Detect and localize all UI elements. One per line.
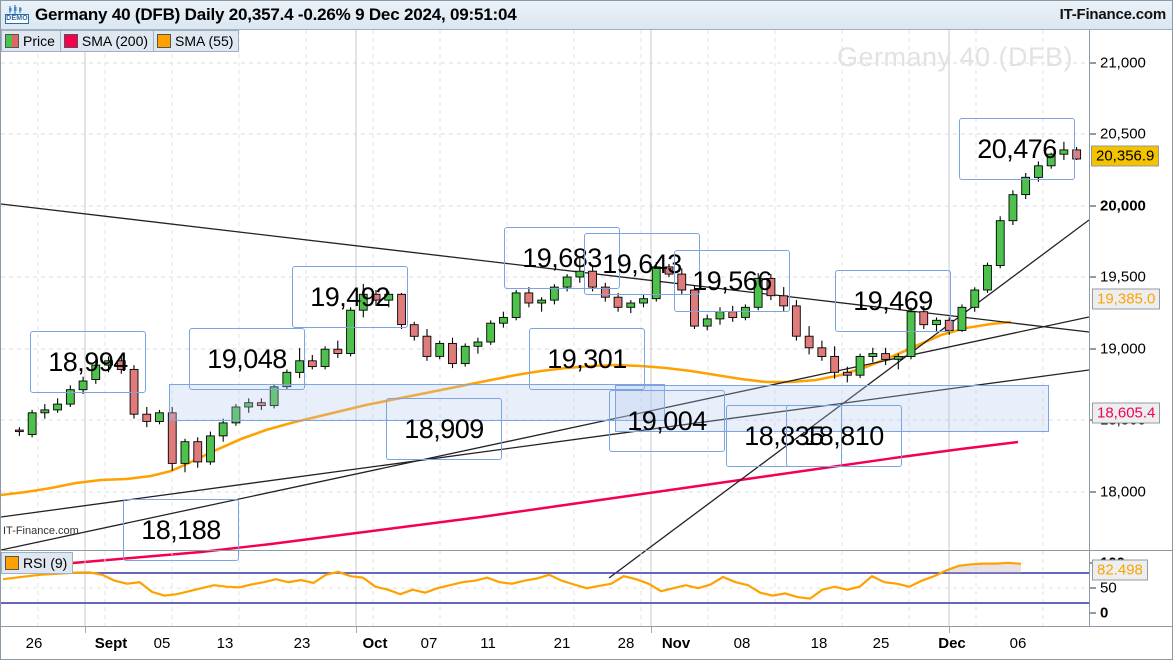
- annotation-19683[interactable]: 19,683: [504, 227, 620, 289]
- sma200-line: [1, 440, 1019, 571]
- rsi-tick-label: 0: [1100, 604, 1109, 622]
- y-tick-label: 21,000: [1100, 54, 1146, 72]
- title-bar: DEMO Germany 40 (DFB) Daily 20,357.4 -0.…: [1, 1, 1172, 30]
- annotation-18188[interactable]: 18,188: [123, 499, 239, 561]
- support-resistance-zone-2: [615, 385, 1049, 432]
- annotation-19492[interactable]: 19,492: [292, 266, 408, 328]
- price-axis[interactable]: 21,000 20,500 20,000 19,500 19,000 18,50…: [1089, 30, 1172, 626]
- y-tick-label: 19,500: [1100, 268, 1146, 286]
- annotation-18909[interactable]: 18,909: [386, 398, 502, 460]
- steep-ascending-line: [608, 219, 1089, 579]
- y-tick-label: 20,000: [1100, 197, 1146, 215]
- rsi-overbought-fill: [77, 562, 1021, 574]
- rsi-canvas: [1, 551, 1089, 626]
- chart-canvas: [1, 30, 1089, 579]
- price-chart-panel[interactable]: Germany 40 (DFB) IT-Finance.com: [1, 30, 1089, 626]
- x-tick-label: Oct: [362, 635, 388, 652]
- legend-label: SMA (55): [175, 33, 234, 49]
- annotation-19566[interactable]: 19,566: [674, 250, 790, 312]
- legend-item-sma55[interactable]: SMA (55): [153, 30, 240, 52]
- y-tick-label: 20,500: [1100, 125, 1146, 143]
- x-tick-label: 23: [293, 635, 311, 652]
- rsi-current-marker[interactable]: 82.498: [1092, 559, 1148, 581]
- x-tick-label: 28: [617, 635, 635, 652]
- sma55-marker[interactable]: 19,385.0: [1092, 288, 1161, 310]
- sma55-swatch-icon: [157, 34, 172, 48]
- x-tick-label: 06: [1009, 635, 1027, 652]
- x-tick-label: 13: [216, 635, 234, 652]
- x-tick-label: 18: [810, 635, 828, 652]
- y-tick-label: 19,000: [1100, 340, 1146, 358]
- rsi-axis: 100 50 0 82.498: [1090, 550, 1172, 622]
- y-tick-label: 18,000: [1100, 483, 1146, 501]
- rsi-panel[interactable]: [1, 550, 1089, 626]
- annotation-18810[interactable]: 18,810: [786, 405, 902, 467]
- x-tick-label: 21: [553, 635, 571, 652]
- sma200-swatch-icon: [63, 34, 78, 48]
- legend-label: SMA (200): [81, 33, 149, 49]
- x-tick-label: 07: [420, 635, 438, 652]
- legend-item-sma200[interactable]: SMA (200): [59, 30, 155, 52]
- price-swatch-icon: [5, 34, 19, 48]
- x-tick-label: 11: [480, 635, 496, 652]
- demo-logo-icon: DEMO: [4, 4, 30, 26]
- x-tick-label: Sept: [94, 635, 128, 652]
- x-tick-label: 05: [153, 635, 171, 652]
- brand-label: IT-Finance.com: [1059, 6, 1167, 23]
- annotation-18835[interactable]: 18,835: [726, 405, 842, 467]
- annotation-19643[interactable]: 19,643: [584, 233, 700, 295]
- rsi-legend: RSI (9): [1, 552, 74, 574]
- page-title: Germany 40 (DFB) Daily 20,357.4 -0.26% 9…: [35, 5, 517, 24]
- chart-watermark-small: IT-Finance.com: [3, 525, 79, 537]
- rsi-tick-label: 50: [1100, 579, 1117, 597]
- rsi-line: [2, 561, 1022, 600]
- rsi-swatch-icon: [5, 556, 19, 570]
- x-tick-label: 26: [25, 635, 43, 652]
- annotation-18994[interactable]: 18,994: [30, 331, 146, 393]
- descending-resistance-line: [1, 203, 1089, 333]
- legend-label: RSI (9): [23, 555, 68, 571]
- month-separators: [84, 30, 950, 550]
- x-tick-label: Dec: [938, 635, 966, 652]
- legend-item-rsi[interactable]: RSI (9): [1, 552, 74, 574]
- demo-label: DEMO: [5, 14, 29, 24]
- current-price-marker[interactable]: 20,356.9: [1091, 145, 1160, 167]
- x-tick-label: 25: [872, 635, 890, 652]
- vertical-gridlines: [37, 30, 1044, 550]
- chart-watermark: Germany 40 (DFB): [836, 42, 1073, 72]
- time-axis[interactable]: 26 Sept 05 13 23 Oct 07 11 21 28 Nov 08 …: [1, 626, 1172, 659]
- ascending-support-line-2: [1, 369, 1089, 518]
- annotation-20476[interactable]: 20,476: [959, 118, 1075, 180]
- annotation-19301[interactable]: 19,301: [529, 328, 645, 390]
- annotation-19048[interactable]: 19,048: [189, 328, 305, 390]
- x-tick-label: 08: [733, 635, 751, 652]
- chart-legend: Price SMA (200) SMA (55): [1, 30, 240, 52]
- support-resistance-zone-1: [169, 384, 665, 421]
- candlestick-series: [14, 141, 1082, 473]
- legend-item-price[interactable]: Price: [1, 30, 61, 52]
- annotation-19004[interactable]: 19,004: [609, 390, 725, 452]
- annotation-19469[interactable]: 19,469: [835, 270, 951, 332]
- legend-label: Price: [23, 33, 55, 49]
- x-tick-label: Nov: [661, 635, 691, 652]
- sma200-marker[interactable]: 18,605.4: [1092, 402, 1161, 424]
